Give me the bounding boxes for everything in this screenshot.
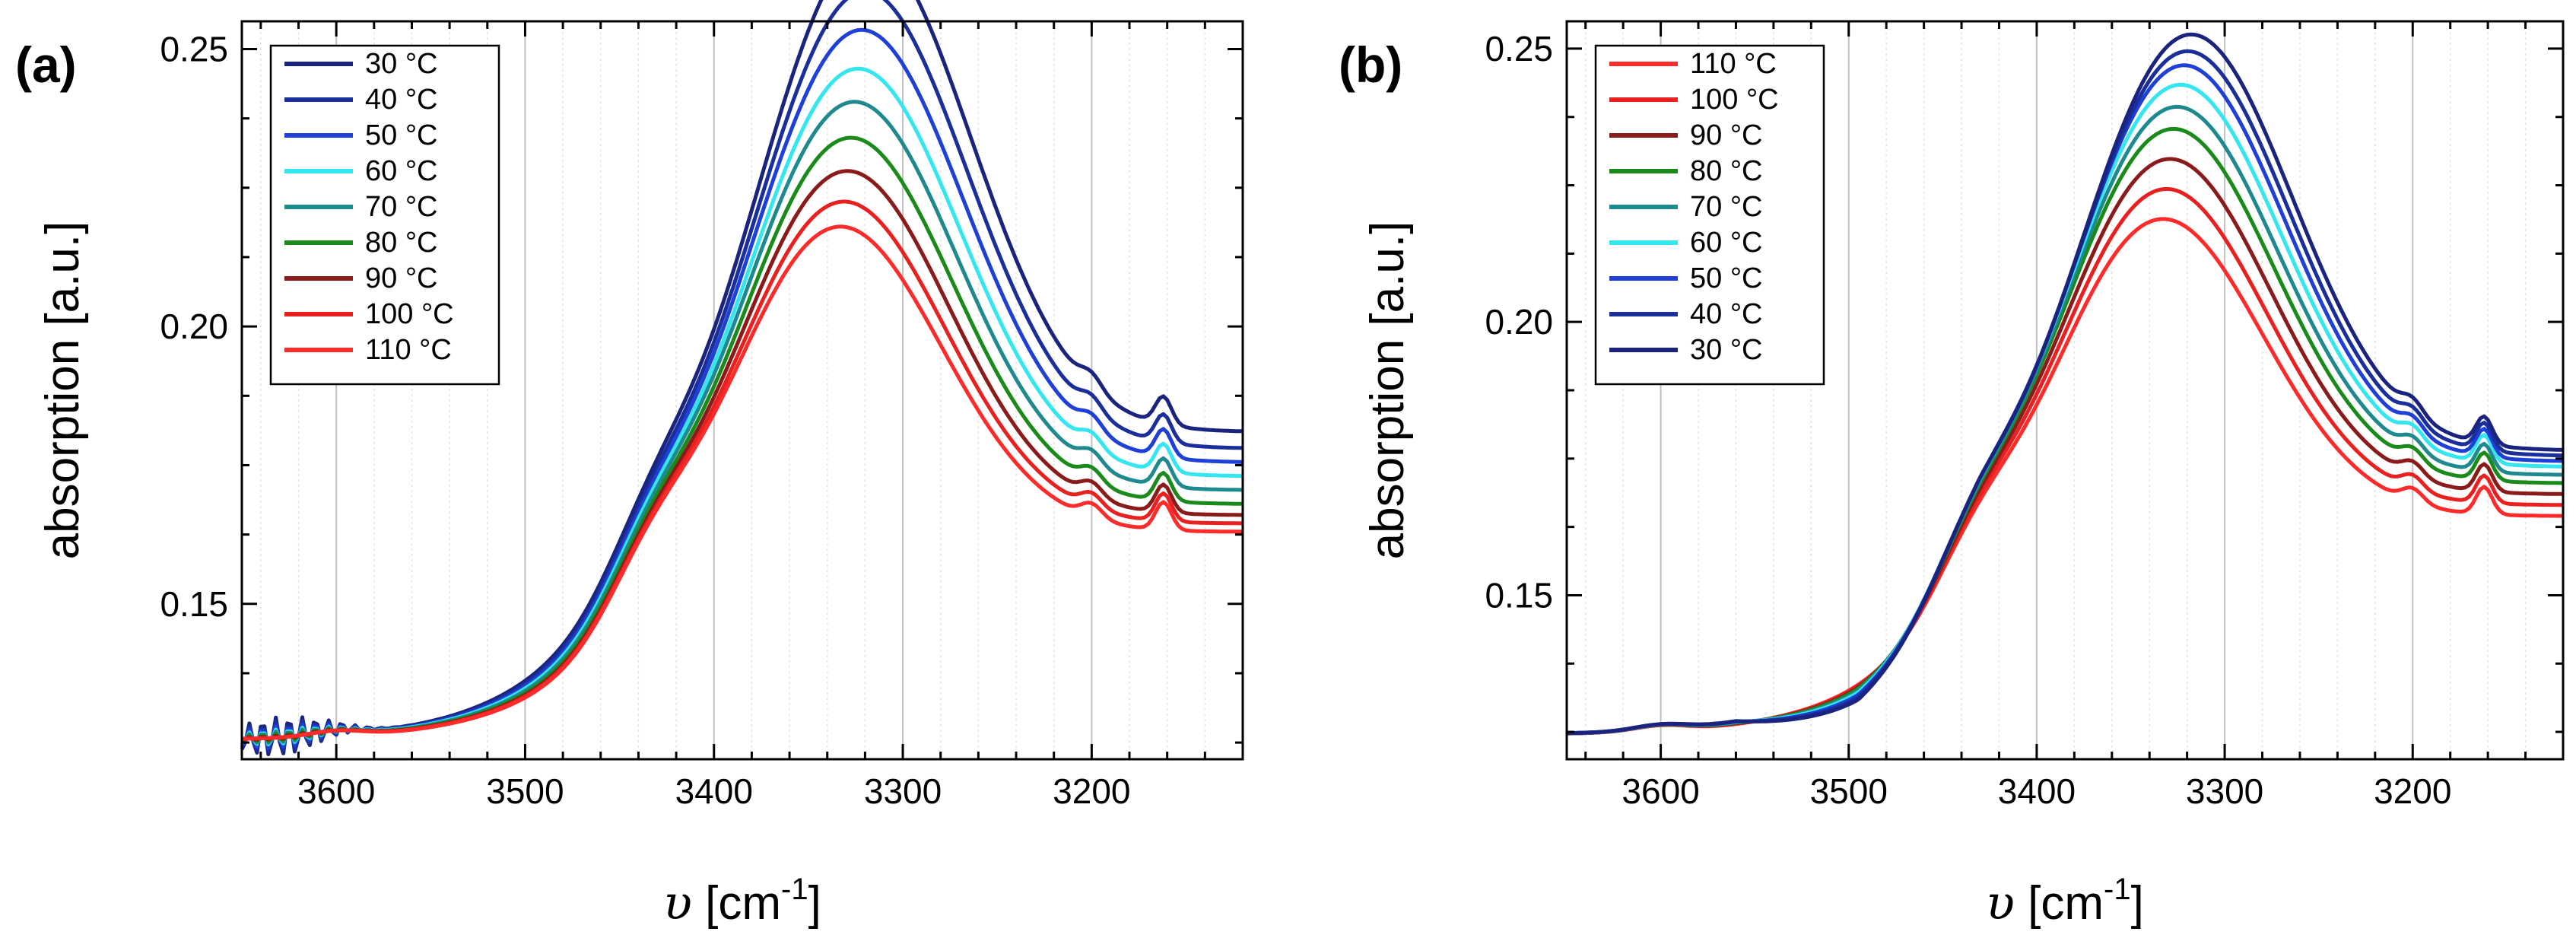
legend-item: 70 °C xyxy=(1609,191,1762,223)
legend-item: 90 °C xyxy=(1609,119,1762,151)
legend-label: 40 °C xyxy=(1690,298,1762,330)
legend-item: 90 °C xyxy=(284,262,437,294)
legend-label: 110 °C xyxy=(1690,48,1777,80)
legend-item: 110 °C xyxy=(284,334,452,366)
legend-label: 50 °C xyxy=(365,119,437,151)
legend-item: 50 °C xyxy=(1609,262,1762,294)
legend-item: 40 °C xyxy=(284,84,437,116)
legend-item: 100 °C xyxy=(1609,84,1779,116)
y-tick-label: 0.25 xyxy=(1485,29,1553,68)
legend-item: 80 °C xyxy=(284,227,437,259)
legend-label: 90 °C xyxy=(365,262,437,294)
y-axis-title: absorption [a.u.] xyxy=(1361,221,1414,560)
ticks xyxy=(242,21,1243,759)
series-lines xyxy=(1566,32,2564,736)
x-tick-label: 3500 xyxy=(1810,771,1888,811)
legend-item: 60 °C xyxy=(1609,227,1762,259)
panel-label: (a) xyxy=(15,37,77,93)
x-tick-label: 3500 xyxy=(486,771,564,811)
legend-label: 30 °C xyxy=(365,48,437,80)
x-tick-label: 3600 xyxy=(297,771,375,811)
legend-item: 110 °C xyxy=(1609,48,1777,80)
legend-label: 60 °C xyxy=(365,155,437,187)
panel-b: 3600 3500 3400 3300 3200 0.15 0.20 0.25 υ [cm-1]… xyxy=(1339,20,2565,930)
gridlines xyxy=(260,21,1206,759)
panel-a: 3600 3500 3400 3300 3200 0.15 0.20 0.25 υ [cm-1]… xyxy=(15,0,1244,930)
legend-label: 50 °C xyxy=(1690,262,1762,294)
y-tick-label: 0.15 xyxy=(1485,575,1553,615)
legend-item: 50 °C xyxy=(284,119,437,151)
legend-label: 40 °C xyxy=(365,84,437,116)
legend-item: 30 °C xyxy=(1609,334,1762,366)
series-line-110c xyxy=(242,224,1244,741)
legend-label: 100 °C xyxy=(1690,84,1779,116)
x-tick-label: 3300 xyxy=(864,771,942,811)
y-tick-label: 0.15 xyxy=(160,584,228,624)
x-tick-label: 3400 xyxy=(1998,771,2076,811)
legend-label: 30 °C xyxy=(1690,334,1762,366)
legend: 30 °C 40 °C50 °C 60 °C 70 °C 80 °C90 °C 100 °… xyxy=(269,44,500,386)
legend-label: 70 °C xyxy=(365,191,437,223)
ticks xyxy=(1567,21,2563,759)
legend-item: 70 °C xyxy=(284,191,437,223)
legend-label: 110 °C xyxy=(365,334,452,366)
legend: 110 °C 100 °C90 °C 80 °C 70 °C 60 °C50 °C 40 … xyxy=(1594,44,1825,386)
x-axis-title: υ [cm-1] xyxy=(663,873,821,930)
legend-box xyxy=(269,44,500,386)
legend-label: 90 °C xyxy=(1690,119,1762,151)
y-axis-title: absorption [a.u.] xyxy=(37,221,89,560)
legend-label: 70 °C xyxy=(1690,191,1762,223)
x-tick-label: 3300 xyxy=(2186,771,2263,811)
y-tick-label: 0.20 xyxy=(160,307,228,346)
x-tick-label: 3200 xyxy=(1053,771,1130,811)
legend-item: 100 °C xyxy=(284,298,454,330)
legend-box xyxy=(1594,44,1825,386)
y-tick-label: 0.20 xyxy=(1485,302,1553,342)
x-tick-label: 3600 xyxy=(1622,771,1699,811)
legend-label: 60 °C xyxy=(1690,227,1762,259)
plot-frame xyxy=(240,20,1244,761)
legend-item: 40 °C xyxy=(1609,298,1762,330)
legend-item: 80 °C xyxy=(1609,155,1762,187)
x-axis-title: υ [cm-1] xyxy=(1986,873,2144,930)
legend-label: 80 °C xyxy=(365,227,437,259)
legend-label: 80 °C xyxy=(1690,155,1762,187)
legend-item: 30 °C xyxy=(284,48,437,80)
x-tick-label: 3200 xyxy=(2374,771,2451,811)
series-lines xyxy=(240,0,1244,756)
series-line-30c xyxy=(1566,32,2564,736)
legend-label: 100 °C xyxy=(365,298,454,330)
panel-label: (b) xyxy=(1339,37,1402,93)
x-tick-label: 3400 xyxy=(675,771,753,811)
legend-item: 60 °C xyxy=(284,155,437,187)
y-tick-label: 0.25 xyxy=(160,29,228,68)
